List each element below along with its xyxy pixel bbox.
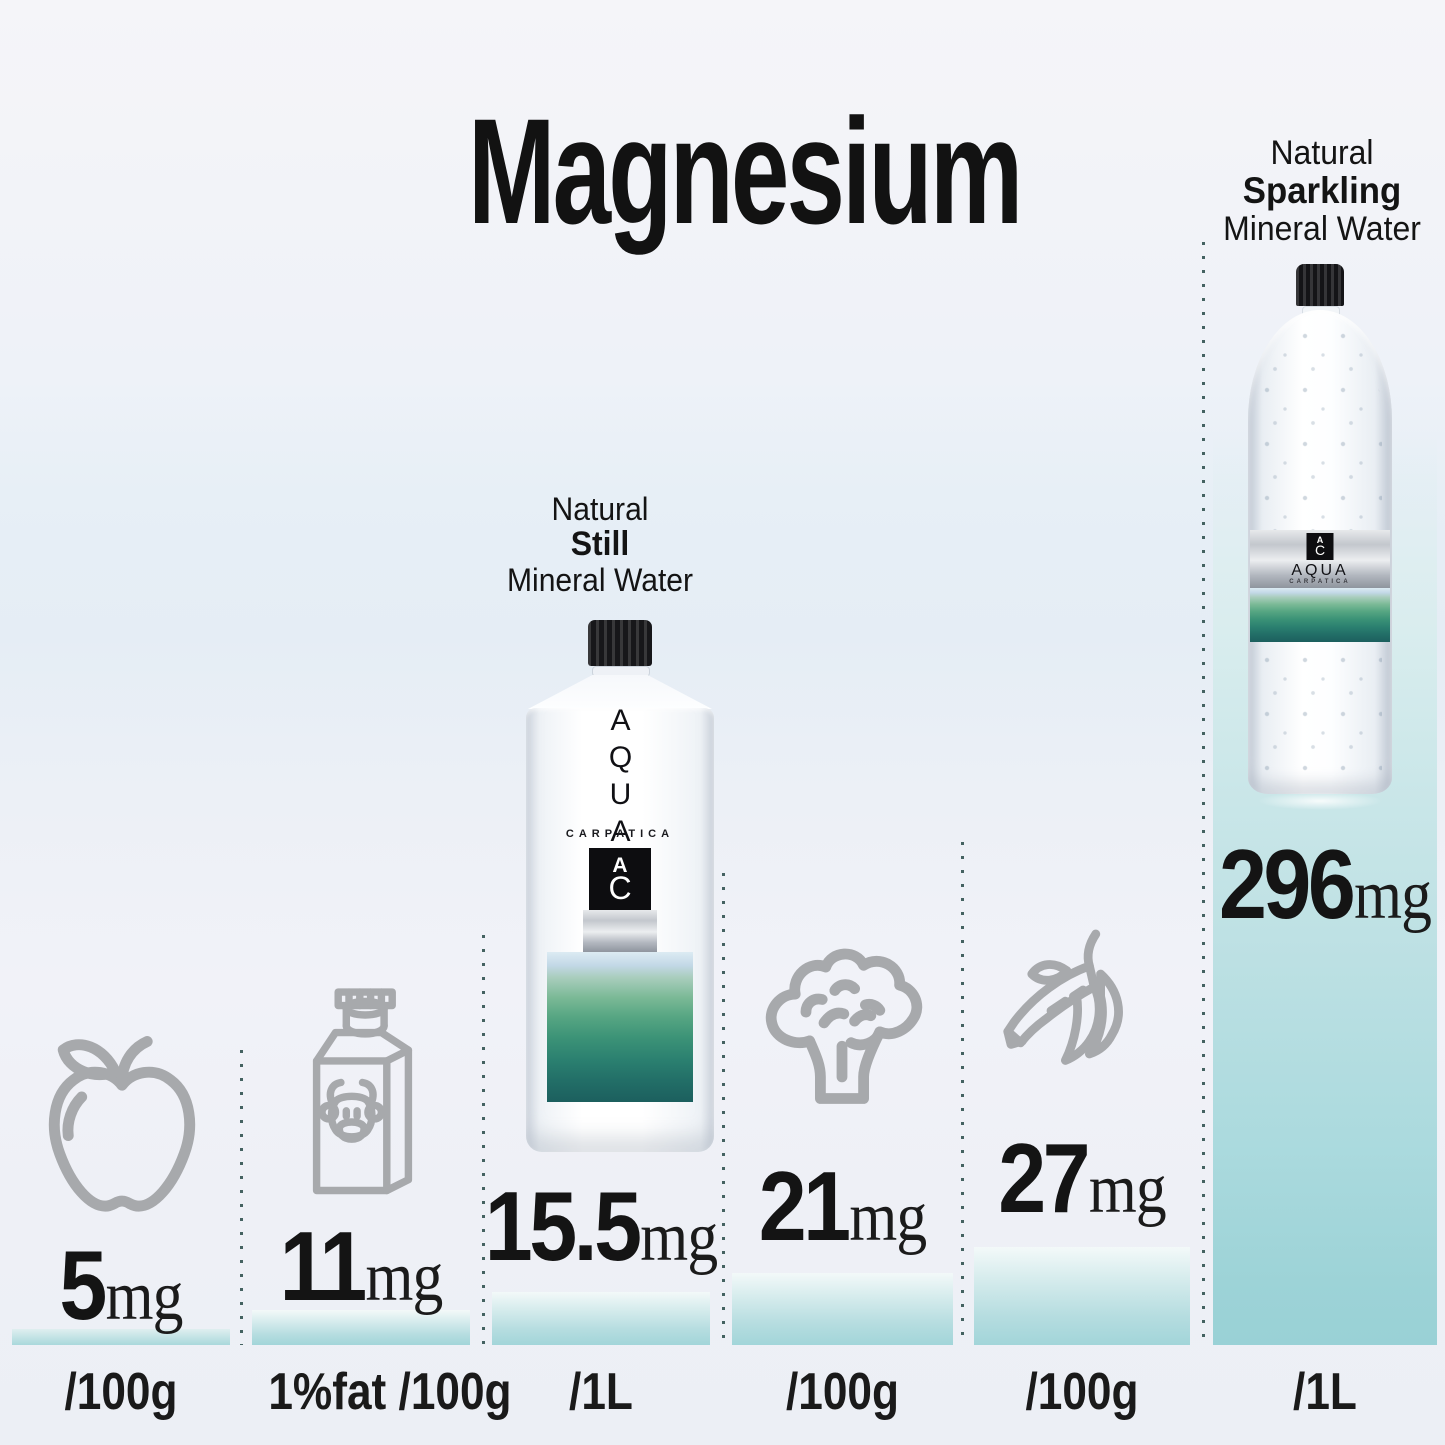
value-apple: 5 mg [25,1236,217,1334]
value-unit: mg [1354,857,1432,934]
header-line-bold: Still [570,525,630,563]
label-silver-band: A C AQUA CARPATICA [1250,530,1390,588]
value-still-water: 15.5 mg [485,1177,718,1275]
brand-subname: CARPATICA [1289,579,1351,585]
header-line: Natural [1270,134,1374,172]
brand-monogram: A C [1306,533,1334,560]
value-unit: mg [640,1199,718,1276]
value-number: 5 [59,1230,107,1340]
label-silver-band [583,910,657,952]
value-unit: mg [365,1239,443,1316]
monogram-letter-a: A [612,854,628,877]
still-water-bottle: AQUA CARPATICA A C [526,620,714,1152]
monogram-letter-a: A [1316,535,1324,545]
monogram-letter-c: C [608,870,632,906]
value-number: 27 [998,1123,1090,1233]
header-line: Mineral Water [506,562,694,598]
header-line: Mineral Water [1223,210,1421,248]
value-sparkling-water: 296 mg [1219,835,1432,933]
value-number: 11 [279,1211,368,1321]
per-label-banana: /100g [1025,1363,1139,1421]
per-label-broccoli: /100g [785,1363,900,1421]
milk-carton-icon [295,988,430,1204]
value-broccoli: 21 mg [745,1157,939,1255]
label-forest-artwork [547,952,693,1102]
value-number: 21 [758,1151,851,1261]
page-title: Magnesium [468,87,1023,255]
dotted-separator [722,873,725,1345]
banana-icon [995,926,1171,1086]
bar-still-water [492,1292,710,1345]
monogram-letter-c: C [1314,542,1326,558]
dotted-separator [1202,242,1205,1345]
value-number: 296 [1218,829,1356,939]
label-forest-artwork [1250,588,1390,642]
broccoli-icon [752,938,932,1124]
value-unit: mg [849,1179,927,1256]
brand-name: AQUA [1291,562,1349,579]
bottle-reflection [1258,792,1382,810]
sparkling-water-bottle: A C AQUA CARPATICA [1248,264,1392,794]
dotted-separator [482,935,485,1345]
bar-banana [974,1247,1190,1345]
header-line-bold: Sparkling [1242,170,1402,211]
brand-name-vertical: AQUA [604,704,637,852]
value-milk: 11 mg [265,1217,457,1315]
per-label-milk: 1%fat /100g [268,1363,512,1421]
value-unit: mg [105,1258,184,1335]
bar-broccoli [732,1273,953,1345]
per-label-sparkling-water: /1L [1293,1363,1357,1421]
still-water-header: Natural Still Mineral Water [480,492,720,597]
value-unit: mg [1088,1151,1167,1228]
apple-icon [38,1033,206,1218]
sparkling-water-header: Natural Sparkling Mineral Water [1196,135,1445,247]
bar-apple [12,1329,230,1345]
bottle-cap [588,620,652,666]
dotted-separator [240,1050,243,1345]
per-label-still-water: /1L [569,1363,633,1421]
brand-subname: CARPATICA [565,828,675,840]
value-banana: 27 mg [987,1129,1177,1227]
bar-milk [252,1310,470,1345]
bottle-cap [1296,264,1344,306]
dotted-separator [961,842,964,1345]
header-line: Natural [551,491,649,527]
brand-monogram: A C [589,848,651,910]
per-label-apple: /100g [64,1363,178,1421]
value-number: 15.5 [484,1171,642,1281]
